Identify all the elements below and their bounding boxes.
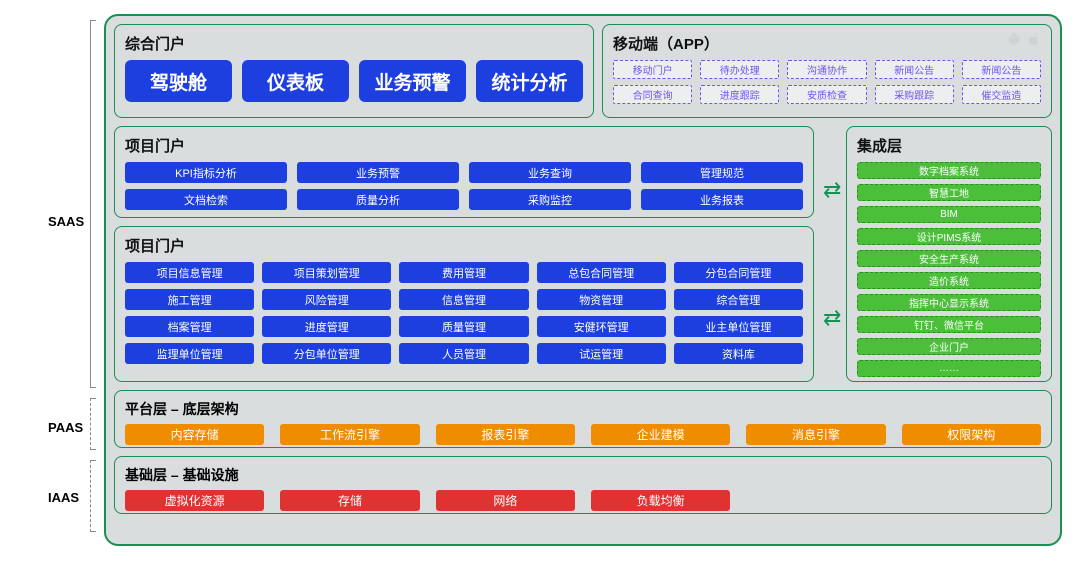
ppb-item[interactable]: 风险管理 xyxy=(262,289,391,310)
mobile-item[interactable]: 移动门户 xyxy=(613,60,692,79)
ppb-item[interactable]: 费用管理 xyxy=(399,262,528,283)
ppa-item[interactable]: KPI指标分析 xyxy=(125,162,287,183)
label-paas: PAAS xyxy=(48,420,83,435)
integration-item[interactable]: 安全生产系统 xyxy=(857,250,1041,267)
mobile-item[interactable]: 采购跟踪 xyxy=(875,85,954,104)
platform-item[interactable]: 消息引擎 xyxy=(746,424,885,445)
ppb-item[interactable]: 总包合同管理 xyxy=(537,262,666,283)
mobile-item[interactable]: 合同查询 xyxy=(613,85,692,104)
integration-title: 集成层 xyxy=(857,135,1041,156)
panel-project-portal-b: 项目门户 项目信息管理 项目策划管理 费用管理 总包合同管理 分包合同管理 施工… xyxy=(114,226,814,382)
apple-icon xyxy=(1027,32,1041,46)
architecture-container: 综合门户 驾驶舱 仪表板 业务预警 统计分析 移动端（APP） 移动门户 待办处… xyxy=(104,14,1062,546)
ppb-item[interactable]: 资料库 xyxy=(674,343,803,364)
integration-item[interactable]: BIM xyxy=(857,206,1041,223)
integration-item[interactable]: 指挥中心显示系统 xyxy=(857,294,1041,311)
platform-title: 平台层 – 底层架构 xyxy=(125,399,1041,419)
ppa-item[interactable]: 质量分析 xyxy=(297,189,459,210)
os-icons xyxy=(1007,32,1041,46)
arrow-icon: ⇄ xyxy=(823,309,841,327)
mobile-item[interactable]: 新闻公告 xyxy=(962,60,1041,79)
ppa-item[interactable]: 文档检索 xyxy=(125,189,287,210)
panel-platform: 平台层 – 底层架构 内容存储 工作流引擎 报表引擎 企业建模 消息引擎 权限架… xyxy=(114,390,1052,448)
mobile-item[interactable]: 新闻公告 xyxy=(875,60,954,79)
integration-item[interactable]: 数字档案系统 xyxy=(857,162,1041,179)
integration-item[interactable]: 智慧工地 xyxy=(857,184,1041,201)
ppb-item[interactable]: 项目策划管理 xyxy=(262,262,391,283)
platform-item[interactable]: 内容存储 xyxy=(125,424,264,445)
ppb-item[interactable]: 信息管理 xyxy=(399,289,528,310)
infra-item[interactable]: 虚拟化资源 xyxy=(125,490,264,511)
portal-top-btn[interactable]: 仪表板 xyxy=(242,60,349,102)
panel-project-portal-a: 项目门户 KPI指标分析 业务预警 业务查询 管理规范 文档检索 质量分析 采购… xyxy=(114,126,814,218)
ppb-item[interactable]: 物资管理 xyxy=(537,289,666,310)
ppb-item[interactable]: 业主单位管理 xyxy=(674,316,803,337)
mobile-item[interactable]: 进度跟踪 xyxy=(700,85,779,104)
infra-title: 基础层 – 基础设施 xyxy=(125,465,1041,485)
bracket-paas xyxy=(90,398,96,450)
ppb-item[interactable]: 档案管理 xyxy=(125,316,254,337)
panel-integration: 集成层 数字档案系统 智慧工地 BIM 设计PIMS系统 安全生产系统 造价系统… xyxy=(846,126,1052,382)
ppb-item[interactable]: 项目信息管理 xyxy=(125,262,254,283)
ppa-item[interactable]: 业务报表 xyxy=(641,189,803,210)
ppb-title: 项目门户 xyxy=(125,235,803,256)
mobile-item[interactable]: 待办处理 xyxy=(700,60,779,79)
mobile-item[interactable]: 安质检查 xyxy=(787,85,866,104)
panel-mobile: 移动端（APP） 移动门户 待办处理 沟通协作 新闻公告 新闻公告 合同查询 进… xyxy=(602,24,1052,118)
platform-item[interactable]: 工作流引擎 xyxy=(280,424,419,445)
platform-item[interactable]: 报表引擎 xyxy=(436,424,575,445)
ppb-item[interactable]: 分包合同管理 xyxy=(674,262,803,283)
portal-top-btn[interactable]: 统计分析 xyxy=(476,60,583,102)
bracket-iaas xyxy=(90,460,96,532)
integration-arrows: ⇄ ⇄ xyxy=(822,126,842,382)
panel-portal-top: 综合门户 驾驶舱 仪表板 业务预警 统计分析 xyxy=(114,24,594,118)
ppa-item[interactable]: 采购监控 xyxy=(469,189,631,210)
ppb-item[interactable]: 进度管理 xyxy=(262,316,391,337)
ppb-item[interactable]: 质量管理 xyxy=(399,316,528,337)
portal-top-btn[interactable]: 驾驶舱 xyxy=(125,60,232,102)
ppb-item[interactable]: 安健环管理 xyxy=(537,316,666,337)
label-saas: SAAS xyxy=(48,214,84,229)
platform-item[interactable]: 权限架构 xyxy=(902,424,1041,445)
ppb-item[interactable]: 人员管理 xyxy=(399,343,528,364)
arrow-icon: ⇄ xyxy=(823,181,841,199)
infra-item[interactable]: 存储 xyxy=(280,490,419,511)
portal-top-title: 综合门户 xyxy=(125,33,583,54)
integration-item[interactable]: 企业门户 xyxy=(857,338,1041,355)
ppa-title: 项目门户 xyxy=(125,135,803,156)
ppb-item[interactable]: 监理单位管理 xyxy=(125,343,254,364)
ppa-item[interactable]: 管理规范 xyxy=(641,162,803,183)
panel-infra: 基础层 – 基础设施 虚拟化资源 存储 网络 负载均衡 xyxy=(114,456,1052,514)
ppb-item[interactable]: 施工管理 xyxy=(125,289,254,310)
integration-item[interactable]: 设计PIMS系统 xyxy=(857,228,1041,245)
ppb-item[interactable]: 综合管理 xyxy=(674,289,803,310)
label-iaas: IAAS xyxy=(48,490,79,505)
mobile-item[interactable]: 催交监造 xyxy=(962,85,1041,104)
android-icon xyxy=(1007,32,1021,46)
mobile-title: 移动端（APP） xyxy=(613,33,1041,54)
ppa-item[interactable]: 业务查询 xyxy=(469,162,631,183)
ppb-item[interactable]: 试运管理 xyxy=(537,343,666,364)
infra-item[interactable]: 负载均衡 xyxy=(591,490,730,511)
integration-item[interactable]: 钉钉、微信平台 xyxy=(857,316,1041,333)
platform-item[interactable]: 企业建模 xyxy=(591,424,730,445)
integration-item[interactable]: 造价系统 xyxy=(857,272,1041,289)
ppb-item[interactable]: 分包单位管理 xyxy=(262,343,391,364)
infra-item[interactable]: 网络 xyxy=(436,490,575,511)
ppa-item[interactable]: 业务预警 xyxy=(297,162,459,183)
layer-labels: SAAS PAAS IAAS xyxy=(0,0,96,564)
bracket-saas xyxy=(90,20,96,388)
mobile-item[interactable]: 沟通协作 xyxy=(787,60,866,79)
integration-item[interactable]: …… xyxy=(857,360,1041,377)
portal-top-btn[interactable]: 业务预警 xyxy=(359,60,466,102)
